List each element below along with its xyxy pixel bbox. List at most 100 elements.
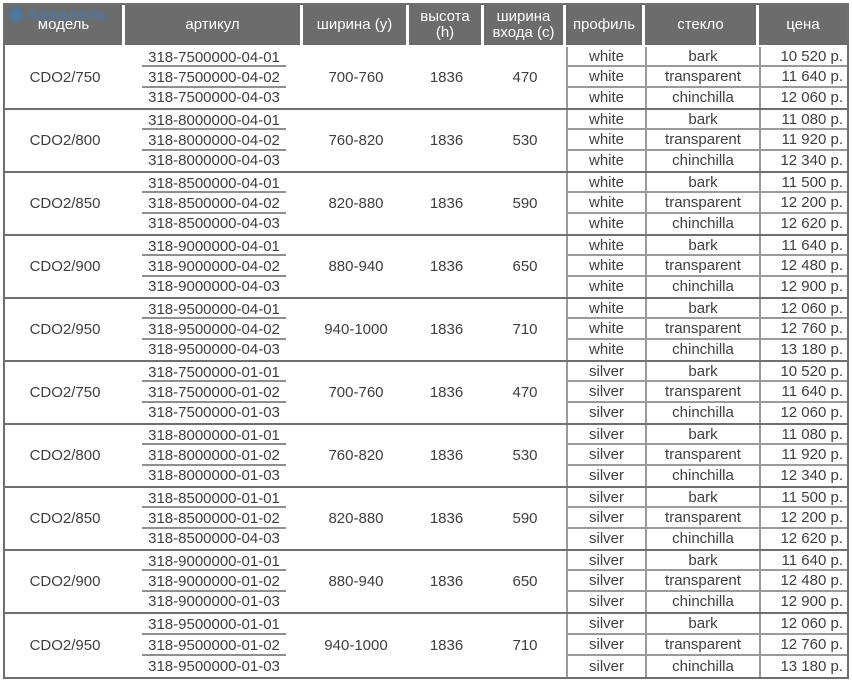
glass-cell: transparent <box>645 67 759 88</box>
price-cell: 11 920 р. <box>759 130 847 151</box>
col-header-width: ширина (y) <box>303 5 409 45</box>
profile-cell: white <box>566 276 645 297</box>
width-cell: 760-820 <box>328 447 384 464</box>
price-cell: 12 200 р. <box>759 193 847 214</box>
width-cell: 940-1000 <box>324 637 388 654</box>
entrance-width-cell: 530 <box>512 132 538 149</box>
table-row-group: CDO2/800 318-8000000-01-01 318-8000000-0… <box>5 425 847 488</box>
article-cell: 318-7500000-04-01 <box>125 47 303 68</box>
model-cell: CDO2/950 <box>29 637 101 654</box>
profile-cell: silver <box>566 614 645 635</box>
model-cell: CDO2/800 <box>29 132 101 149</box>
price-cell: 10 520 р. <box>759 362 847 383</box>
profile-cell: silver <box>566 488 645 509</box>
article-cell: 318-7500000-04-02 <box>125 67 303 88</box>
price-cell: 11 640 р. <box>759 382 847 403</box>
profile-cell: silver <box>566 402 645 423</box>
article-cell: 318-9000000-04-03 <box>148 278 280 296</box>
article-cell: 318-8000000-01-01 <box>125 425 303 446</box>
col-header-glass: стекло <box>645 5 759 45</box>
glass-cell: chinchilla <box>645 150 759 171</box>
glass-cell: transparent <box>645 635 759 656</box>
height-cell: 1836 <box>429 384 464 401</box>
article-cell: 318-7500000-01-02 <box>125 382 303 403</box>
article-cell: 318-7500000-04-03 <box>148 89 280 107</box>
model-cell: CDO2/950 <box>29 321 101 338</box>
glass-cell: chinchilla <box>645 465 759 486</box>
article-cell: 318-8500000-04-02 <box>125 193 303 214</box>
height-cell: 1836 <box>429 132 464 149</box>
article-cell: 318-9500000-04-03 <box>148 341 280 359</box>
table-row-group: CDO2/750 318-7500000-04-01 318-7500000-0… <box>5 47 847 110</box>
article-cell: 318-8000000-04-03 <box>148 152 280 170</box>
price-cell: 12 620 р. <box>759 213 847 234</box>
entrance-width-cell: 590 <box>512 195 538 212</box>
article-cell: 318-7500000-01-03 <box>148 404 280 422</box>
price-cell: 12 060 р. <box>759 614 847 635</box>
height-cell: 1836 <box>429 258 464 275</box>
profile-cell: silver <box>566 591 645 612</box>
width-cell: 940-1000 <box>324 321 388 338</box>
entrance-width-cell: 710 <box>512 637 538 654</box>
article-cell: 318-8500000-04-03 <box>148 215 280 233</box>
profile-cell: silver <box>566 508 645 529</box>
height-cell: 1836 <box>429 637 464 654</box>
glass-cell: transparent <box>645 508 759 529</box>
price-cell: 11 080 р. <box>759 110 847 131</box>
table-row-group: CDO2/900 318-9000000-04-01 318-9000000-0… <box>5 236 847 299</box>
price-cell: 12 760 р. <box>759 635 847 656</box>
model-cell: CDO2/900 <box>29 573 101 590</box>
glass-cell: bark <box>645 425 759 446</box>
profile-cell: white <box>566 236 645 257</box>
col-header-price: цена <box>759 5 847 45</box>
profile-cell: white <box>566 47 645 68</box>
price-cell: 13 180 р. <box>759 339 847 360</box>
glass-cell: bark <box>645 362 759 383</box>
article-cell: 318-8500000-01-02 <box>125 508 303 529</box>
profile-cell: white <box>566 67 645 88</box>
article-cell: 318-9000000-04-01 <box>125 236 303 257</box>
height-cell: 1836 <box>429 69 464 86</box>
article-cell: 318-8000000-04-02 <box>125 130 303 151</box>
article-cell: 318-9000000-01-03 <box>148 593 280 611</box>
glass-cell: transparent <box>645 193 759 214</box>
price-cell: 12 760 р. <box>759 319 847 340</box>
glass-cell: transparent <box>645 445 759 466</box>
model-cell: CDO2/850 <box>29 510 101 527</box>
glass-cell: transparent <box>645 571 759 592</box>
col-header-entrance-width: ширина входа (c) <box>484 5 566 45</box>
width-cell: 820-880 <box>328 510 384 527</box>
glass-cell: transparent <box>645 382 759 403</box>
profile-cell: silver <box>566 551 645 572</box>
article-cell: 318-9500000-04-01 <box>125 299 303 320</box>
col-header-article: артикул <box>125 5 303 45</box>
table-row-group: CDO2/900 318-9000000-01-01 318-9000000-0… <box>5 551 847 614</box>
profile-cell: white <box>566 87 645 108</box>
profile-cell: silver <box>566 465 645 486</box>
glass-cell: transparent <box>645 130 759 151</box>
table-row-group: CDO2/750 318-7500000-01-01 318-7500000-0… <box>5 362 847 425</box>
price-cell: 12 060 р. <box>759 402 847 423</box>
glass-cell: bark <box>645 110 759 131</box>
profile-cell: silver <box>566 571 645 592</box>
entrance-width-cell: 590 <box>512 510 538 527</box>
price-cell: 11 640 р. <box>759 67 847 88</box>
price-cell: 12 900 р. <box>759 276 847 297</box>
entrance-width-cell: 470 <box>512 69 538 86</box>
glass-cell: bark <box>645 236 759 257</box>
article-cell: 318-9500000-01-02 <box>125 635 303 656</box>
price-cell: 12 900 р. <box>759 591 847 612</box>
profile-cell: white <box>566 130 645 151</box>
glass-cell: chinchilla <box>645 402 759 423</box>
entrance-width-cell: 710 <box>512 321 538 338</box>
profile-cell: silver <box>566 528 645 549</box>
table-row-group: CDO2/950 318-9500000-04-01 318-9500000-0… <box>5 299 847 362</box>
article-cell: 318-9000000-01-02 <box>125 571 303 592</box>
price-cell: 12 620 р. <box>759 528 847 549</box>
article-cell: 318-9000000-04-02 <box>125 256 303 277</box>
glass-cell: bark <box>645 47 759 68</box>
col-header-height: высота (h) <box>409 5 484 45</box>
table-row-group: CDO2/850 318-8500000-01-01 318-8500000-0… <box>5 488 847 551</box>
price-cell: 10 520 р. <box>759 47 847 68</box>
width-cell: 700-760 <box>328 69 384 86</box>
